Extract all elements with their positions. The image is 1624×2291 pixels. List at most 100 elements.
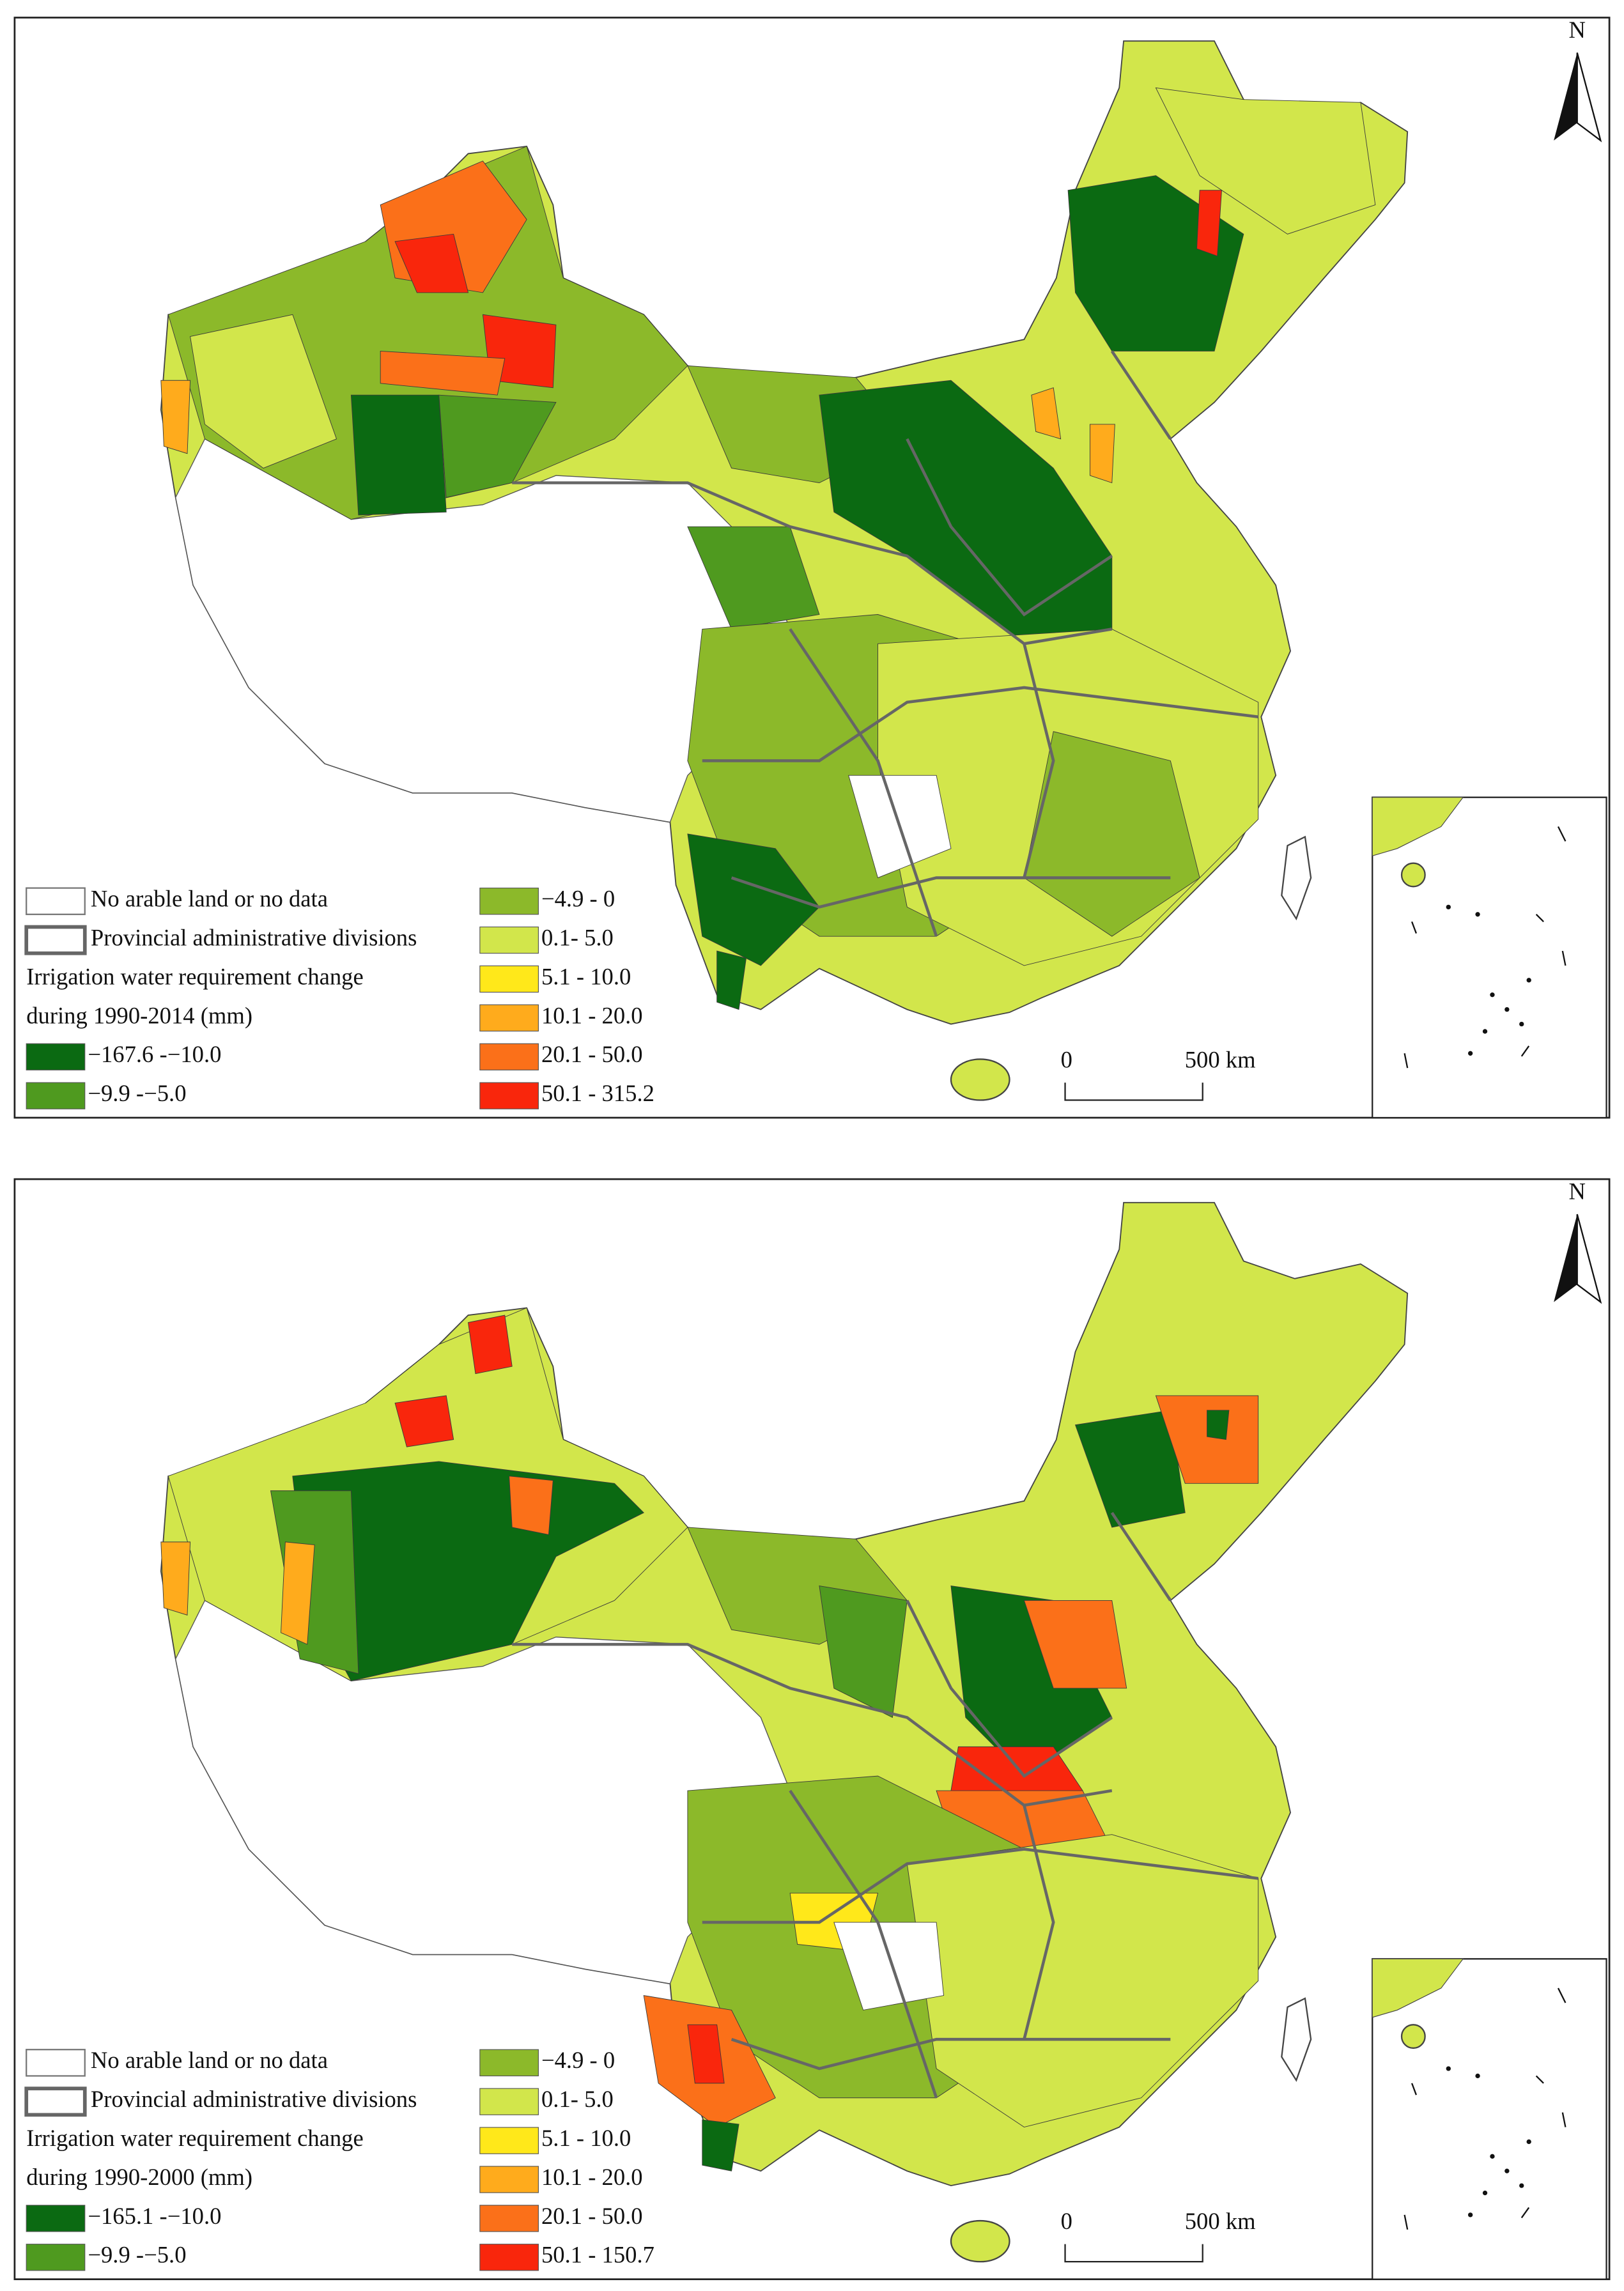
legend-title: Irrigation water requirement change	[26, 963, 364, 989]
region	[380, 350, 506, 396]
china-map	[160, 40, 1409, 1101]
panel-frame	[13, 17, 1611, 1119]
region	[160, 380, 191, 454]
taiwan	[1281, 1997, 1312, 2082]
inset-island	[1446, 904, 1451, 910]
region	[1155, 1395, 1259, 1484]
inset-frame	[1372, 796, 1607, 1119]
region	[1196, 190, 1222, 257]
legend-swatch	[26, 1043, 86, 1070]
scale-end: 500 km	[1185, 2208, 1256, 2234]
map-panel: N 0 500 km No arable land or no data Provinc…	[13, 1178, 1611, 2280]
inset-boundary	[1561, 950, 1566, 966]
inset-island	[1400, 862, 1426, 888]
hainan	[950, 1058, 1010, 1101]
region	[509, 1476, 553, 1535]
region	[1023, 1600, 1127, 1689]
scale-start: 0	[1061, 1046, 1072, 1072]
inset-island	[1482, 2190, 1488, 2196]
inset-island	[1490, 992, 1495, 998]
north-arrow	[1554, 52, 1577, 141]
region	[394, 1395, 454, 1447]
map-panel: N 0 500 km No arable land or no data Provinc…	[13, 17, 1611, 1119]
province-boundary	[789, 1789, 938, 2099]
province-boundary	[1110, 1511, 1172, 1601]
legend-swatch	[479, 2088, 539, 2115]
province-boundary	[789, 628, 938, 937]
region	[702, 2119, 739, 2171]
legend-swatch	[479, 965, 539, 993]
scale-end: 500 km	[1185, 1046, 1256, 1072]
inset-boundary	[1561, 2112, 1566, 2127]
region	[687, 2024, 725, 2084]
region	[468, 1315, 513, 1375]
legend-label: 20.1 - 50.0	[541, 2203, 643, 2229]
legend-label: 10.1 - 20.0	[541, 2164, 643, 2190]
province-boundary	[702, 686, 1258, 762]
inset-island	[1475, 912, 1480, 917]
legend-label: 0.1- 5.0	[541, 2086, 614, 2112]
inset-boundary	[1411, 921, 1418, 934]
legend-swatch	[26, 1082, 86, 1109]
inset-boundary	[1411, 2083, 1418, 2095]
inset-boundary	[1520, 1045, 1530, 1057]
region	[1089, 424, 1115, 484]
china-map	[160, 1201, 1409, 2263]
region	[350, 394, 447, 516]
inset-island	[1519, 1021, 1524, 1027]
province-boundary	[512, 1642, 1113, 1807]
province-boundary	[731, 2037, 1171, 2071]
inset-island	[1400, 2024, 1426, 2049]
province-boundary	[1023, 643, 1055, 879]
legend-swatch	[479, 1004, 539, 1032]
inset-boundary	[1557, 826, 1566, 842]
region	[687, 833, 820, 966]
province-boundary	[906, 438, 1113, 617]
inset-boundary	[1535, 913, 1544, 923]
legend-label: No arable land or no data	[91, 2047, 328, 2073]
inset-boundary	[1404, 2214, 1409, 2230]
region	[687, 526, 820, 629]
north-arrow	[1554, 1214, 1577, 1302]
legend-swatch	[479, 1043, 539, 1070]
legend-label: 5.1 - 10.0	[541, 963, 631, 989]
legend-swatch	[479, 1082, 539, 1109]
legend-swatch	[26, 2244, 86, 2271]
region	[394, 233, 469, 293]
legend-swatch	[26, 2049, 86, 2077]
region	[716, 950, 746, 1010]
region	[190, 314, 337, 469]
inset-island	[1526, 978, 1531, 983]
inset-island	[1467, 1051, 1473, 1056]
inset-land	[1372, 797, 1464, 857]
inset-island	[1446, 2066, 1451, 2071]
province-boundary	[1110, 350, 1172, 440]
region	[1155, 87, 1376, 235]
region	[1031, 387, 1062, 440]
inset-island	[1467, 2212, 1473, 2218]
inset-boundary	[1535, 2075, 1544, 2084]
legend-swatch	[479, 888, 539, 915]
region	[1207, 1410, 1230, 1440]
inset-frame	[1372, 1958, 1607, 2280]
legend-swatch	[24, 925, 87, 955]
legend-label: −165.1 -−10.0	[88, 2203, 221, 2229]
legend-label: Provincial administrative divisions	[91, 2086, 417, 2112]
legend-swatch	[479, 2205, 539, 2232]
province-boundary	[731, 876, 1171, 909]
legend-label: −9.9 -−5.0	[88, 1080, 186, 1106]
scale-bar	[1064, 2244, 1203, 2263]
inset-island	[1475, 2073, 1480, 2079]
legend-label: Provincial administrative divisions	[91, 925, 417, 951]
legend-swatch	[479, 2049, 539, 2076]
province-boundary	[1023, 1805, 1055, 2040]
legend-swatch	[26, 887, 86, 915]
legend-label: 0.1- 5.0	[541, 925, 614, 951]
legend-label: 10.1 - 20.0	[541, 1002, 643, 1028]
inset-land	[1372, 1958, 1464, 2018]
panel-frame	[13, 1178, 1611, 2280]
north-arrow	[1576, 52, 1602, 143]
north-label: N	[1569, 1178, 1586, 1204]
scale-bar	[1064, 1083, 1203, 1101]
